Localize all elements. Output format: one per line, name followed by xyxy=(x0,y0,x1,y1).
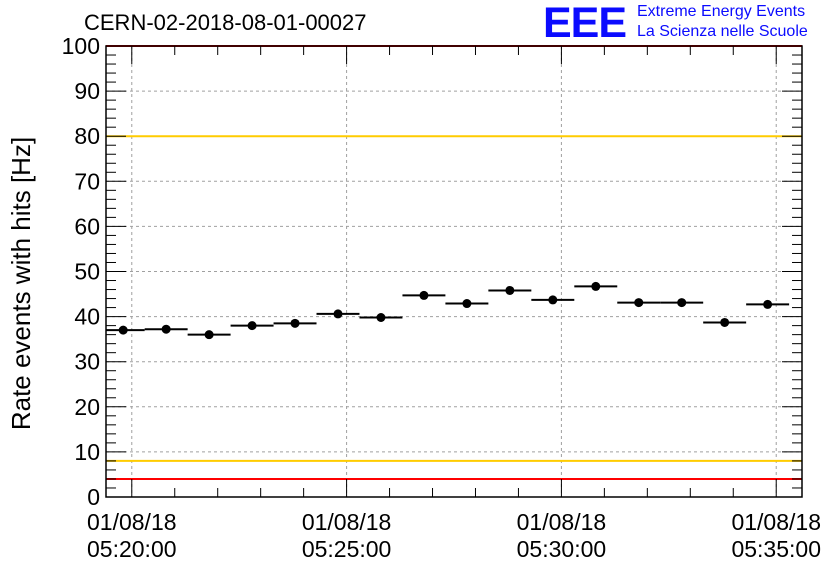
y-tick-label: 50 xyxy=(74,259,100,285)
eee-logo: EEE xyxy=(543,0,627,47)
data-point xyxy=(634,298,644,308)
x-tick-label-time: 05:20:00 xyxy=(87,536,177,562)
logo-line-2: La Scienza nelle Scuole xyxy=(637,23,808,40)
y-tick-label: 100 xyxy=(62,33,100,59)
data-point xyxy=(419,290,429,300)
data-point xyxy=(118,325,128,335)
data-point xyxy=(591,281,601,291)
x-tick-label-date: 01/08/18 xyxy=(87,509,177,535)
data-point xyxy=(505,285,515,295)
y-tick-label: 10 xyxy=(74,439,100,465)
y-tick-label: 20 xyxy=(74,394,100,420)
x-tick-label-time: 05:25:00 xyxy=(302,536,392,562)
y-tick-label: 70 xyxy=(74,168,100,194)
data-point xyxy=(161,324,171,334)
y-tick-label: 30 xyxy=(74,349,100,375)
data-point xyxy=(204,330,214,340)
y-tick-label: 60 xyxy=(74,213,100,239)
data-point xyxy=(247,321,257,331)
x-tick-label-date: 01/08/18 xyxy=(517,509,607,535)
data-point xyxy=(548,295,558,305)
x-tick-label-date: 01/08/18 xyxy=(731,509,821,535)
x-tick-label-time: 05:35:00 xyxy=(731,536,821,562)
y-tick-label: 90 xyxy=(74,78,100,104)
data-point xyxy=(462,299,472,309)
data-point xyxy=(677,298,687,308)
data-point xyxy=(333,309,343,319)
data-point xyxy=(290,318,300,328)
data-point xyxy=(720,317,730,327)
x-tick-label-time: 05:30:00 xyxy=(517,536,607,562)
data-point xyxy=(376,313,386,323)
y-axis-label: Rate events with hits [Hz] xyxy=(6,137,36,430)
y-tick-label: 0 xyxy=(87,484,100,510)
y-tick-label: 40 xyxy=(74,304,100,330)
x-tick-label-date: 01/08/18 xyxy=(302,509,392,535)
logo-line-1: Extreme Energy Events xyxy=(637,3,806,20)
chart-title: CERN-02-2018-08-01-00027 xyxy=(84,10,367,35)
y-tick-label: 80 xyxy=(74,123,100,149)
data-point xyxy=(763,299,773,309)
